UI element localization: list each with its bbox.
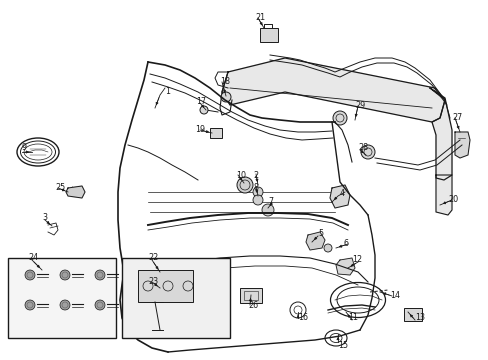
Circle shape — [332, 111, 346, 125]
Text: 14: 14 — [389, 291, 399, 300]
Polygon shape — [335, 258, 354, 275]
Text: 9: 9 — [22, 144, 27, 153]
Text: 21: 21 — [254, 13, 264, 22]
Text: 27: 27 — [451, 113, 461, 122]
Circle shape — [95, 270, 105, 280]
Text: 4: 4 — [339, 189, 345, 198]
Circle shape — [360, 145, 374, 159]
Text: 1: 1 — [164, 87, 170, 96]
Circle shape — [60, 300, 70, 310]
Bar — [403, 308, 421, 321]
Circle shape — [95, 300, 105, 310]
Text: 19: 19 — [195, 126, 204, 135]
Text: 10: 10 — [236, 171, 245, 180]
Bar — [244, 291, 258, 300]
Text: 2: 2 — [252, 171, 258, 180]
Polygon shape — [222, 58, 444, 122]
Text: 15: 15 — [337, 341, 347, 350]
Circle shape — [252, 195, 263, 205]
Circle shape — [324, 244, 331, 252]
Circle shape — [221, 92, 230, 102]
Bar — [209, 128, 222, 138]
Text: 11: 11 — [347, 314, 357, 323]
Text: 22: 22 — [148, 253, 158, 262]
Polygon shape — [454, 132, 469, 158]
Bar — [260, 28, 278, 42]
Circle shape — [262, 204, 273, 216]
Text: 8: 8 — [252, 184, 258, 193]
Polygon shape — [66, 186, 85, 198]
Polygon shape — [429, 88, 451, 180]
Polygon shape — [305, 232, 325, 250]
Text: 23: 23 — [148, 278, 158, 287]
Text: 17: 17 — [196, 98, 206, 107]
Text: 6: 6 — [342, 239, 347, 248]
Text: 29: 29 — [354, 100, 365, 109]
Text: 16: 16 — [297, 314, 307, 323]
Text: 7: 7 — [267, 198, 273, 207]
Bar — [8, 258, 116, 338]
Polygon shape — [435, 175, 451, 215]
Bar — [122, 258, 229, 338]
Text: 18: 18 — [220, 77, 229, 86]
Text: 24: 24 — [28, 253, 38, 262]
Polygon shape — [329, 185, 349, 208]
Circle shape — [237, 177, 252, 193]
Bar — [138, 270, 193, 302]
Circle shape — [252, 187, 263, 197]
Text: 13: 13 — [414, 314, 424, 323]
Bar — [240, 288, 262, 303]
Text: 26: 26 — [247, 301, 258, 310]
Text: 3: 3 — [42, 213, 47, 222]
Text: 20: 20 — [447, 195, 457, 204]
Text: 25: 25 — [55, 184, 65, 193]
Circle shape — [60, 270, 70, 280]
Text: 5: 5 — [317, 230, 323, 238]
Circle shape — [200, 106, 207, 114]
Text: 28: 28 — [357, 144, 367, 153]
Text: 12: 12 — [351, 256, 362, 265]
Circle shape — [25, 300, 35, 310]
Circle shape — [25, 270, 35, 280]
